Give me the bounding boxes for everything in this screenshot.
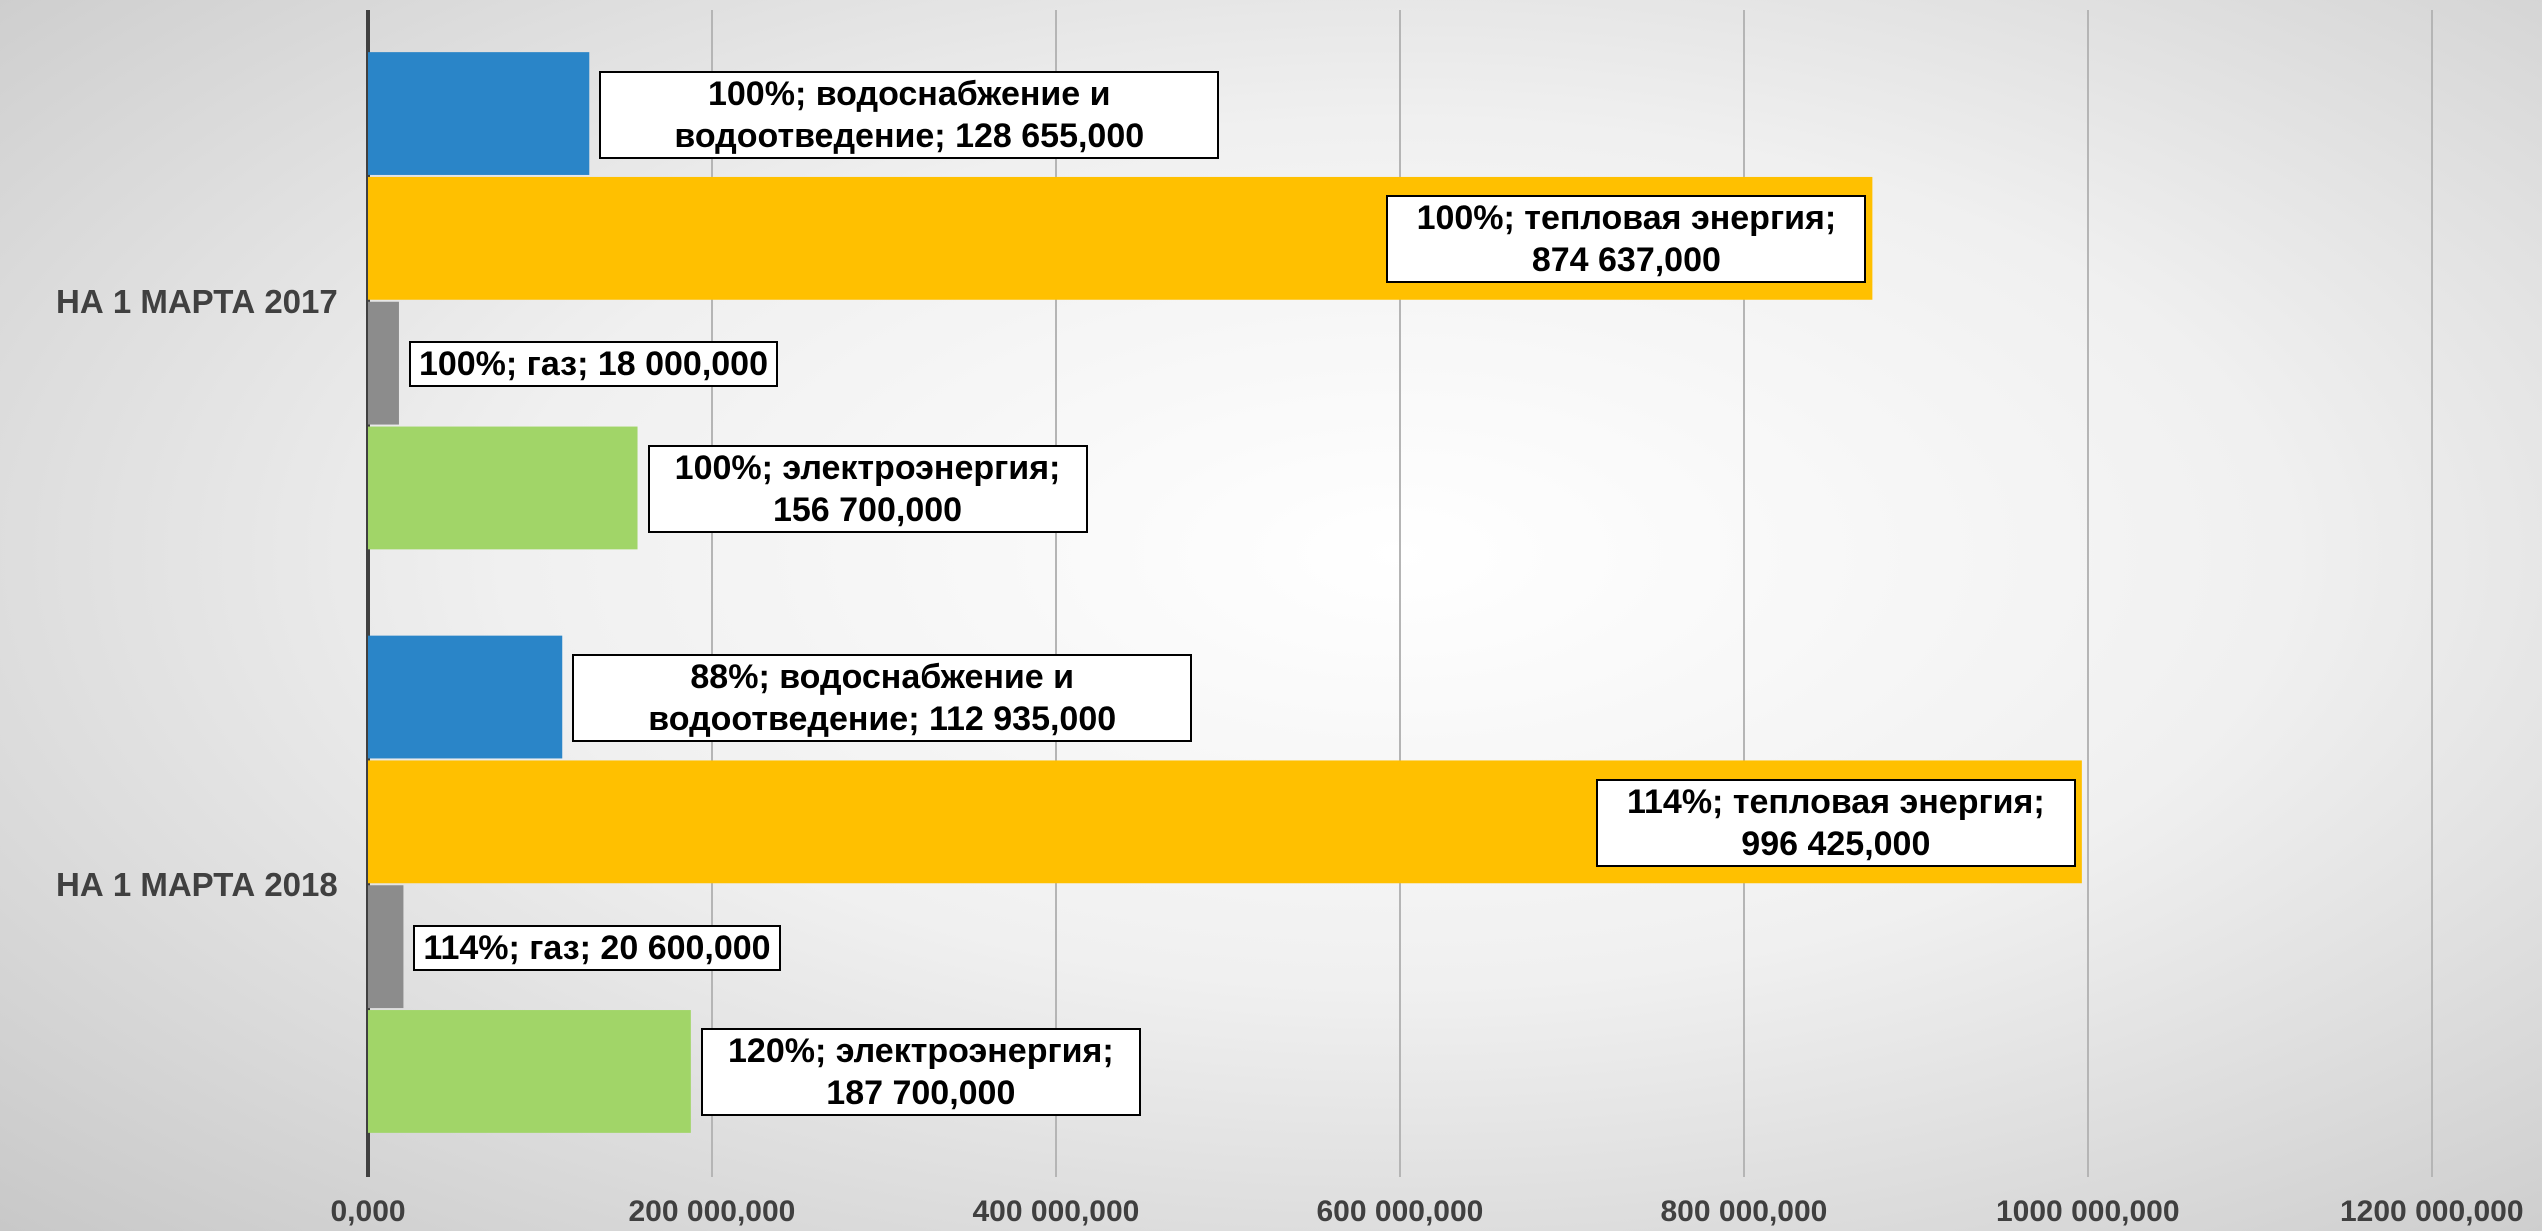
bar xyxy=(368,426,638,550)
category-label: НА 1 МАРТА 2017 xyxy=(56,282,338,320)
x-tick-label: 0,000 xyxy=(330,1195,406,1228)
x-tick-label: 200 000,000 xyxy=(628,1195,796,1228)
data-label: 120%; электроэнергия; 187 700,000 xyxy=(700,1028,1141,1117)
data-label: 88%; водоснабжение и водоотведение; 112 … xyxy=(572,654,1193,743)
data-label: 100%; электроэнергия; 156 700,000 xyxy=(647,444,1088,533)
bar xyxy=(368,301,399,425)
bar xyxy=(368,1010,691,1133)
x-tick-label: 600 000,000 xyxy=(1316,1195,1484,1228)
bar xyxy=(368,885,404,1009)
category-label: НА 1 МАРТА 2018 xyxy=(56,866,338,904)
x-tick-label: 1200 000,000 xyxy=(2340,1195,2524,1228)
data-label: 114%; тепловая энергия; 996 425,000 xyxy=(1595,778,2076,867)
bar xyxy=(368,52,590,175)
data-label: 100%; тепловая энергия; 874 637,000 xyxy=(1386,195,1867,284)
bar xyxy=(368,635,563,759)
x-tick-label: 1000 000,000 xyxy=(1996,1195,2180,1228)
x-tick-label: 400 000,000 xyxy=(972,1195,1140,1228)
data-label: 100%; газ; 18 000,000 xyxy=(408,341,779,388)
data-label: 114%; газ; 20 600,000 xyxy=(413,924,781,971)
x-tick-label: 800 000,000 xyxy=(1660,1195,1828,1228)
data-label: 100%; водоснабжение и водоотведение; 128… xyxy=(599,70,1220,159)
